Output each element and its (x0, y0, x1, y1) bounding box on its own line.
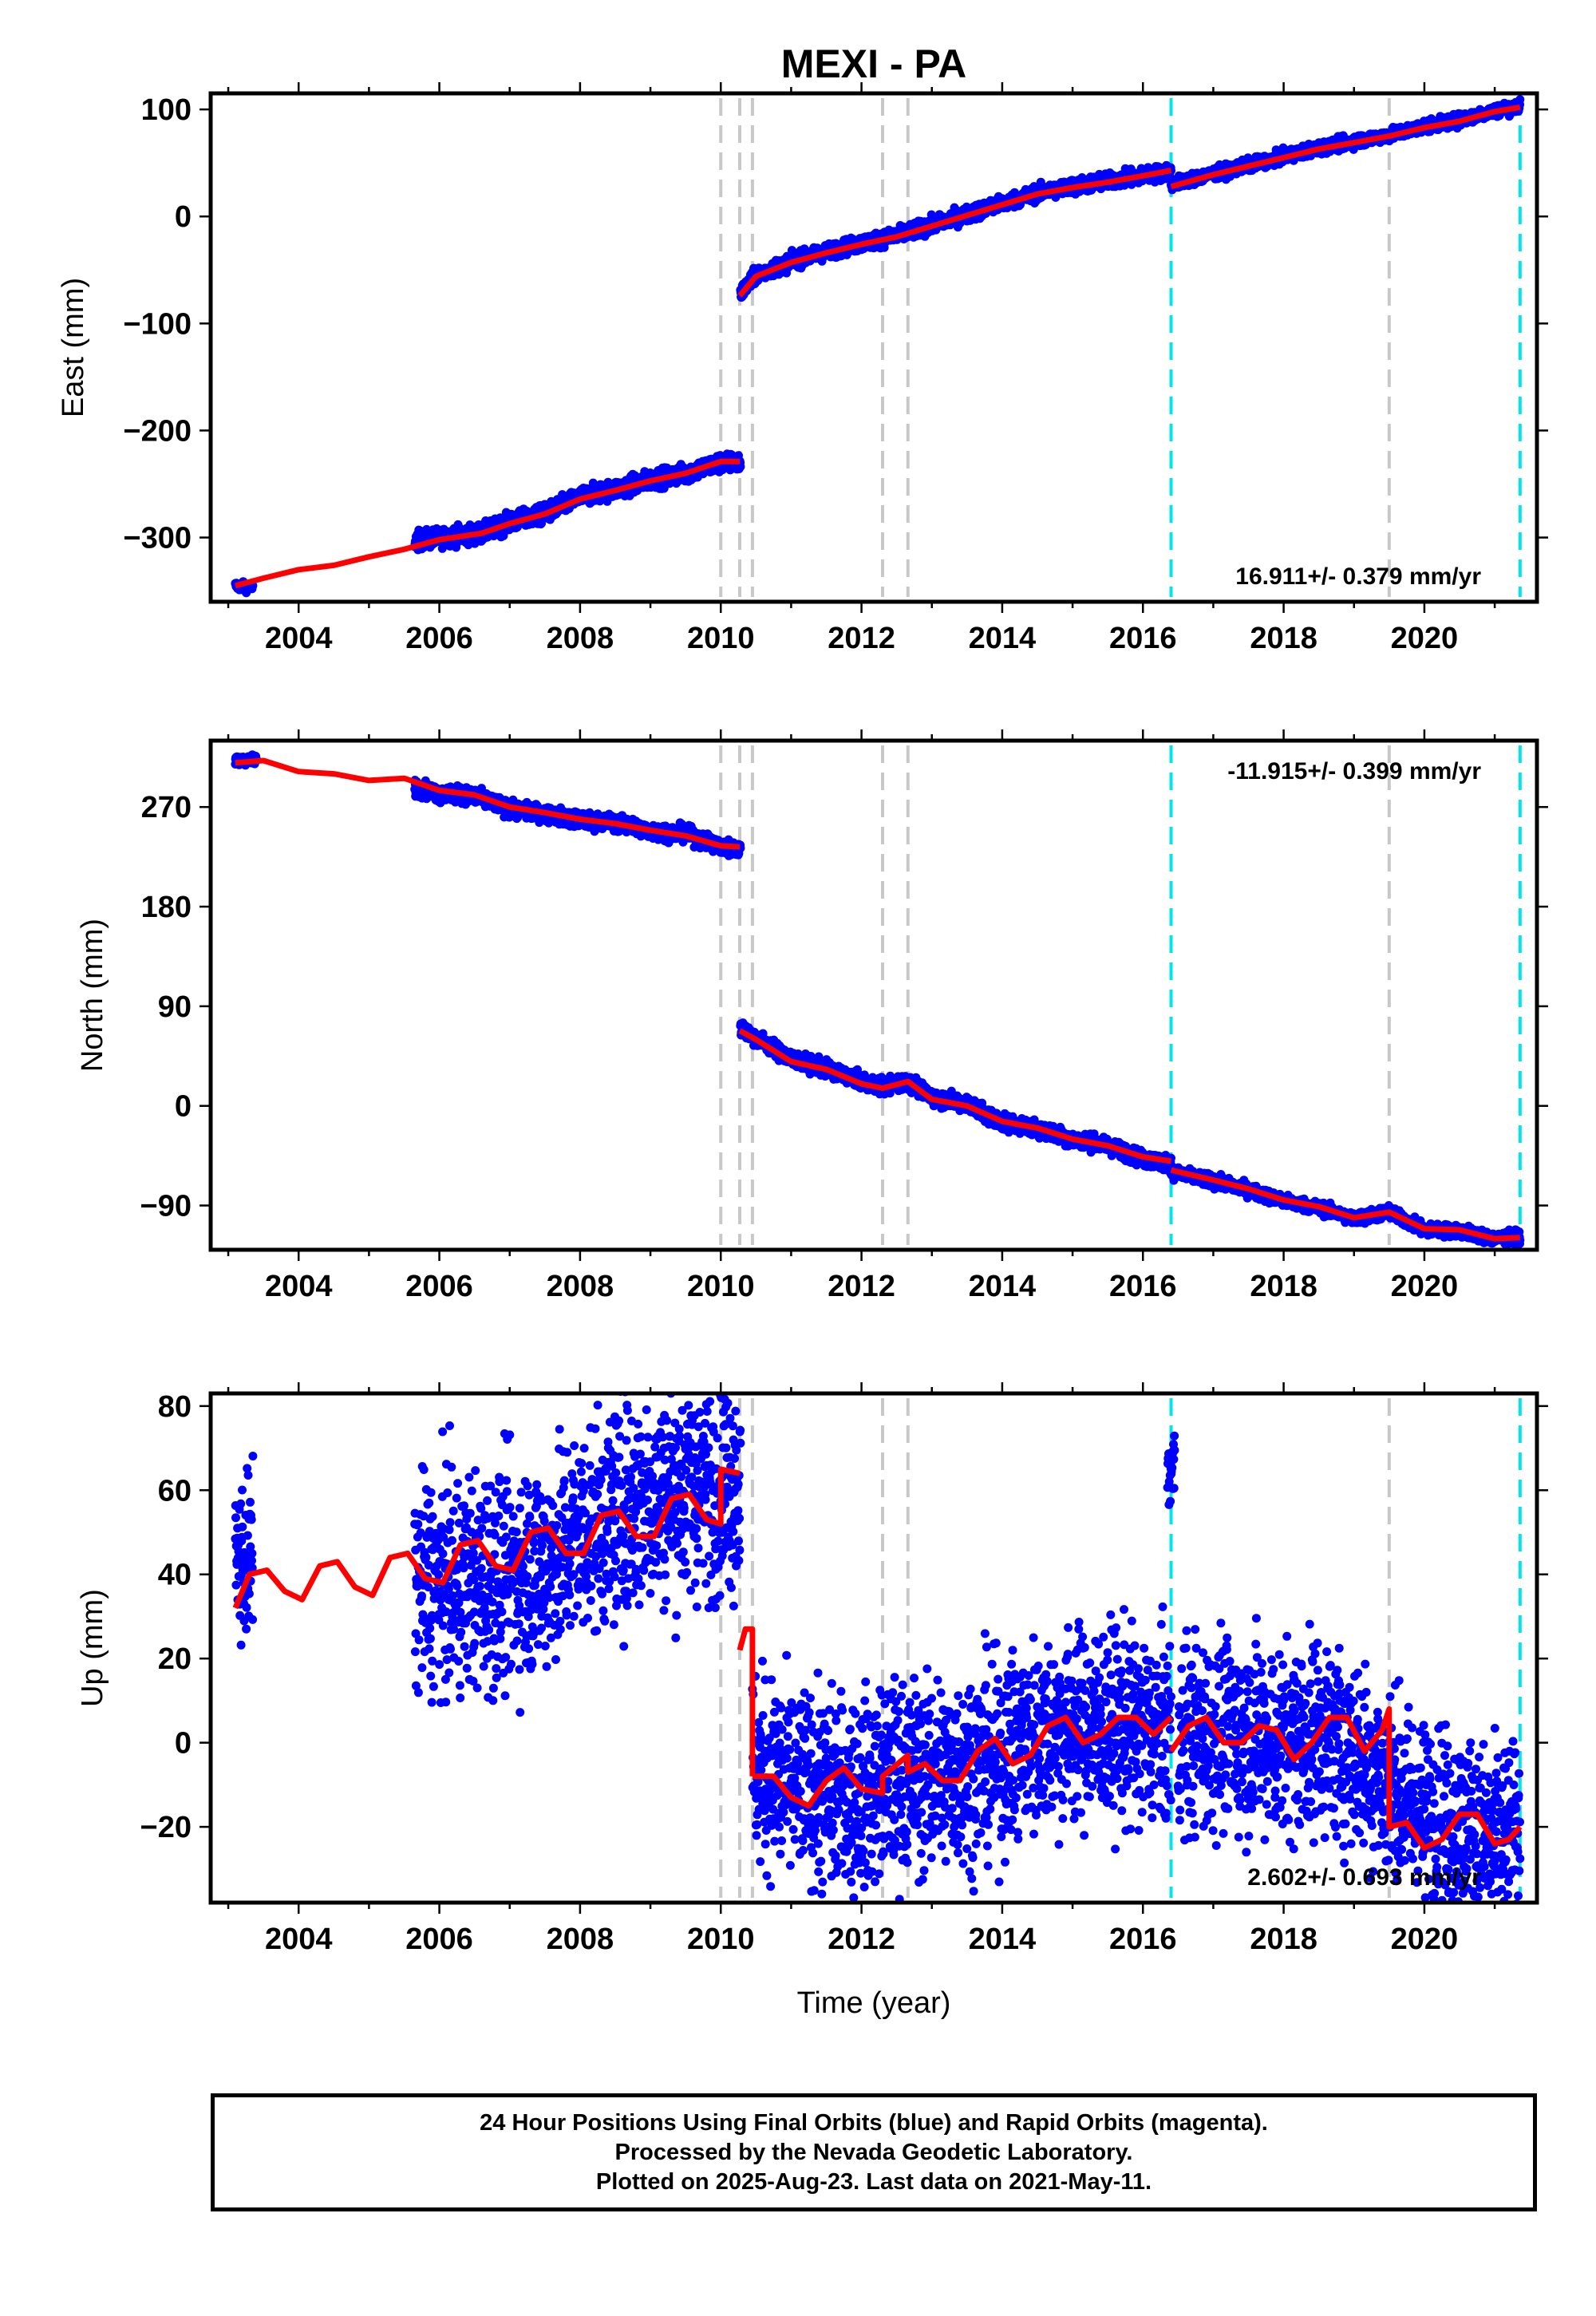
x-tick-label: 2004 (265, 622, 333, 655)
data-point (736, 462, 745, 472)
model-line (234, 458, 740, 589)
panel-north: 2004 2006 2008 2010 2012 2014 2016 2018 20202701… (76, 729, 1548, 1303)
x-tick-label: 2006 (405, 622, 473, 655)
x-tick-label: 2016 (1109, 622, 1177, 655)
y-tick-label: 100 (141, 93, 192, 127)
panel-east: 2004 2006 2008 2010 2012 2014 2016 2018 2020 100 0… (57, 82, 1548, 655)
model-line (737, 168, 1172, 298)
y-tick-label: −200 (123, 414, 192, 448)
data-point (1515, 95, 1525, 105)
x-tick-label: 2020 (1391, 622, 1459, 655)
x-tick-label: 2018 (1250, 622, 1317, 655)
rate-label: 16.911+/- 0.379 mm/yr (1235, 563, 1481, 590)
y-axis-label: East (mm) (57, 278, 90, 417)
y-tick-label: −100 (123, 307, 192, 341)
figure-title: MEXI - PA (781, 41, 966, 86)
x-tick-label: 2012 (828, 622, 895, 655)
plot-frame (208, 91, 1539, 604)
data-points (231, 95, 1525, 598)
model-line (1170, 104, 1521, 190)
x-tick-label: 2008 (547, 622, 614, 655)
panels: 2004 2006 2008 2010 2012 2014 2016 2018 2020 100 0… (57, 82, 1548, 1956)
y-tick-label: −300 (123, 522, 192, 555)
x-tick-label: 2014 (969, 622, 1037, 655)
x-tick-label: 2010 (687, 622, 755, 655)
data-points (231, 750, 1525, 1250)
y-tick-label: 0 (175, 200, 192, 234)
